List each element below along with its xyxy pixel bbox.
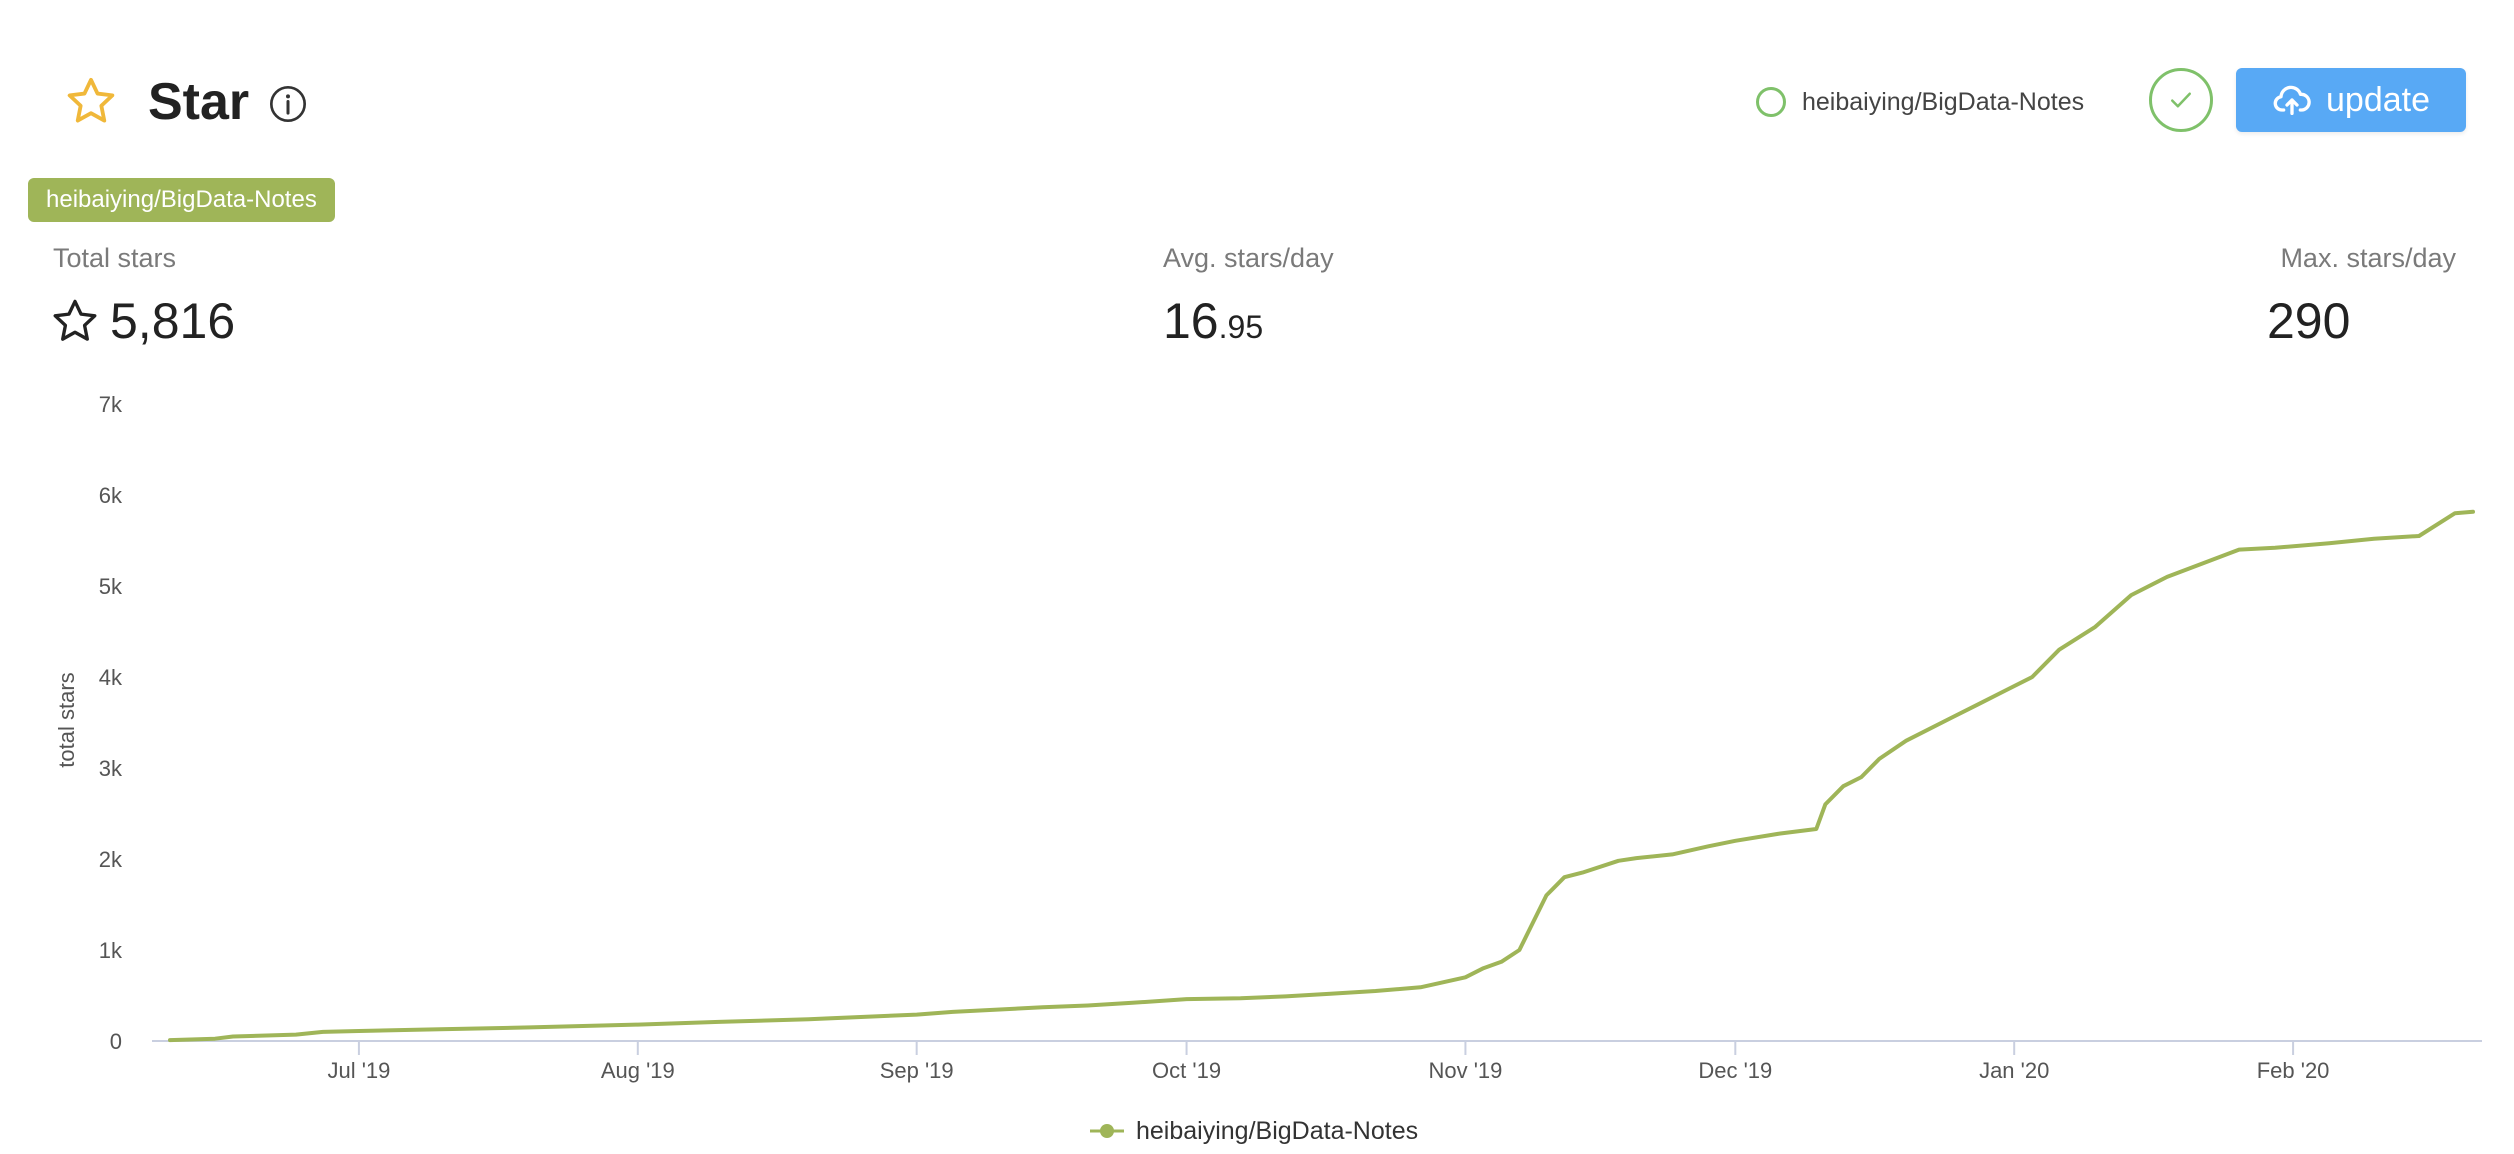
y-tick-label: 7k [99,392,123,417]
confirm-button[interactable] [2149,68,2213,132]
y-tick-label: 3k [99,756,123,781]
x-tick-label: Jul '19 [327,1058,390,1083]
legend-series-label: heibaiying/BigData-Notes [1136,1117,1419,1145]
repo-series-toggle[interactable]: heibaiying/BigData-Notes [1756,84,2084,120]
y-axis-ticks: 0 1k 2k 3k 4k 5k 6k 7k [99,392,123,1054]
y-tick-label: 0 [110,1029,122,1054]
check-icon [2171,92,2191,108]
stars-line-chart: 0 1k 2k 3k 4k 5k 6k 7k total stars Jul '19 Aug '… [54,392,2482,1083]
avg-stars-frac: .95 [1218,309,1264,345]
star-outline-icon [53,299,97,341]
total-stars-value: 5,816 [50,290,235,352]
x-tick-label: Feb '20 [2257,1058,2330,1083]
x-axis-ticks: Jul '19 Aug '19 Sep '19 Oct '19 Nov '19 Dec '… [327,1041,2329,1083]
x-tick-label: Nov '19 [1428,1058,1502,1083]
update-button[interactable]: update [2236,68,2466,132]
series-line-heibaiying-bigdata-notes[interactable] [168,509,2475,1043]
y-tick-label: 2k [99,847,123,872]
x-tick-label: Sep '19 [880,1058,954,1083]
x-tick-label: Dec '19 [1698,1058,1772,1083]
y-tick-label: 5k [99,574,123,599]
y-axis-title: total stars [54,672,79,767]
y-tick-label: 6k [99,483,123,508]
y-tick-label: 1k [99,938,123,963]
repo-tag: heibaiying/BigData-Notes [28,178,335,222]
toggle-circle-icon [1756,87,1786,117]
max-stars-value: 290 [2267,293,2351,349]
x-tick-label: Aug '19 [601,1058,675,1083]
x-tick-label: Oct '19 [1152,1058,1221,1083]
legend-marker-icon [1090,1124,1124,1138]
star-icon [67,77,115,123]
cloud-upload-icon [2273,85,2311,116]
total-stars-number: 5,816 [110,293,236,349]
y-tick-label: 4k [99,665,123,690]
avg-stars-label: Avg. stars/day [1163,243,1334,273]
info-icon[interactable] [268,84,308,124]
max-stars-label: Max. stars/day [2280,243,2456,273]
total-stars-label: Total stars [53,243,177,273]
x-tick-label: Jan '20 [1979,1058,2049,1083]
avg-stars-int: 16 [1163,293,1219,349]
chart-legend[interactable]: heibaiying/BigData-Notes [1090,1114,1418,1148]
repo-series-toggle-label: heibaiying/BigData-Notes [1802,88,2085,116]
update-button-label: update [2326,80,2430,119]
page-title: Star [148,73,250,131]
avg-stars-value: 16.95 [1163,290,1263,358]
